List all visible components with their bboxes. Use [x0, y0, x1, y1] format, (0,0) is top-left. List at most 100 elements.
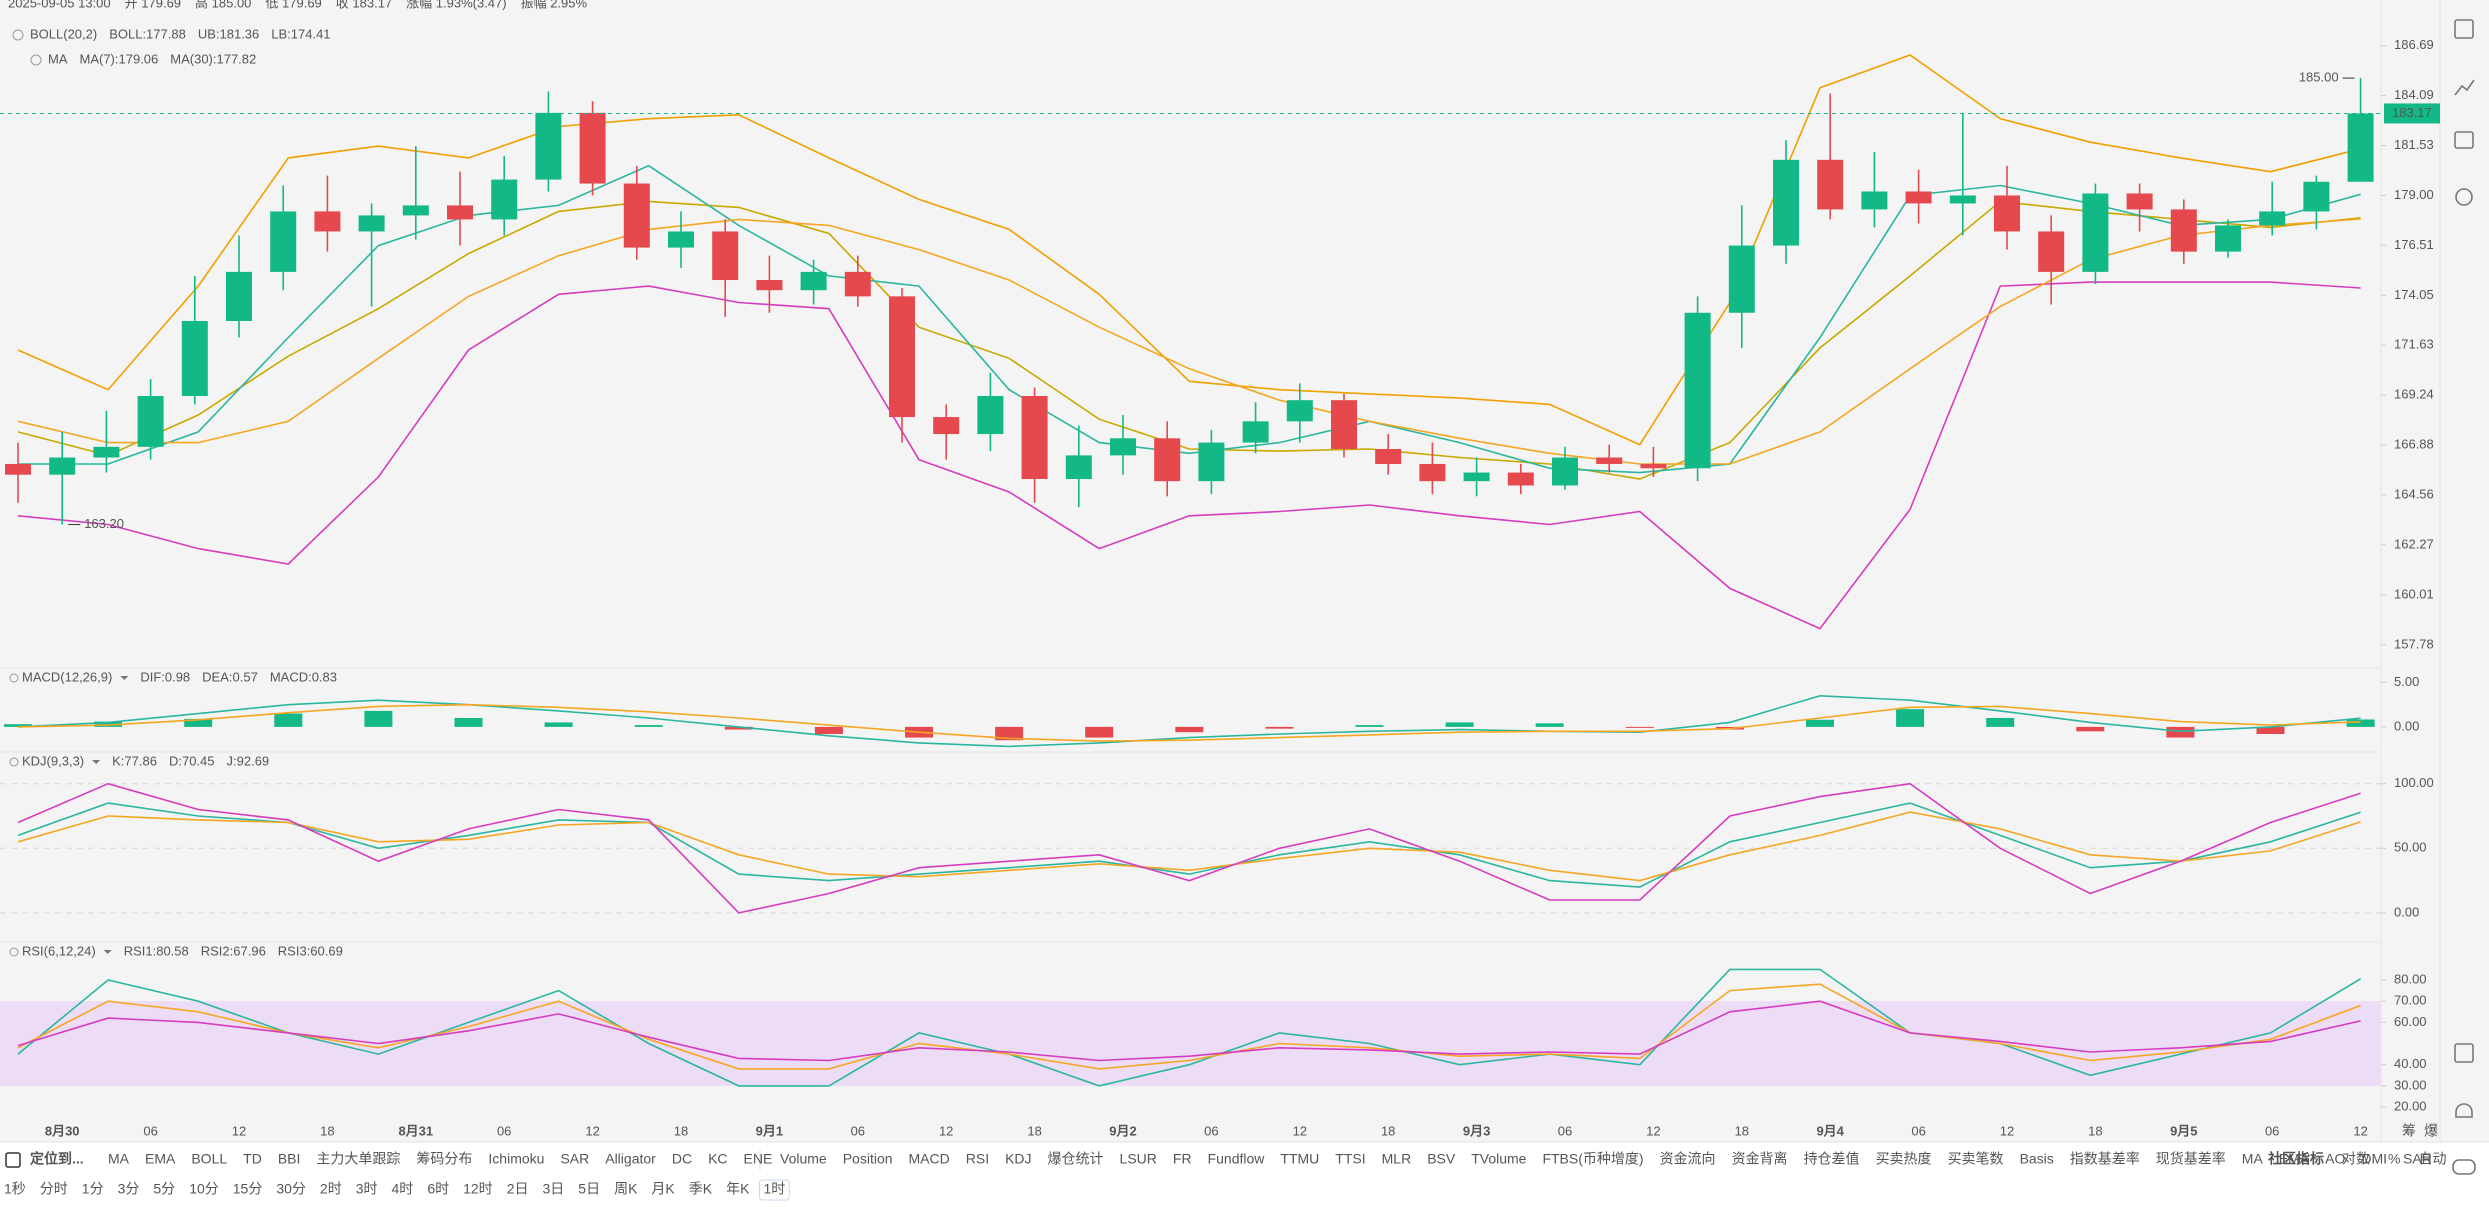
header-info: 2025-09-05 13:00	[8, 0, 111, 10]
timeframe-tab[interactable]: 2时	[320, 1181, 342, 1197]
timeframe-tab[interactable]: 12时	[463, 1181, 493, 1197]
indicator-tab[interactable]: LSUR	[1120, 1151, 1157, 1167]
sidebar-icon[interactable]	[2455, 188, 2473, 206]
indicator-tab[interactable]: 持仓差值	[1804, 1151, 1860, 1167]
indicator-tab[interactable]: TVolume	[1471, 1151, 1526, 1167]
sidebar-icon[interactable]	[2455, 1103, 2473, 1118]
indicator-tab[interactable]: 资金流向	[1660, 1151, 1716, 1167]
corner-label[interactable]: 筹	[2402, 1123, 2416, 1139]
sidebar-icon[interactable]	[2454, 1043, 2474, 1063]
timeframe-tab[interactable]: 分时	[40, 1181, 68, 1197]
setting-toggle[interactable]: %	[2388, 1151, 2400, 1167]
timeframe-tab[interactable]: 10分	[189, 1181, 219, 1197]
indicator-tab[interactable]: Ichimoku	[488, 1151, 544, 1167]
indicator-tab[interactable]: ENE	[744, 1151, 773, 1167]
x-tick-label: 18	[1027, 1123, 1041, 1138]
timeframe-tab[interactable]: 周K	[614, 1181, 638, 1197]
indicator-tab[interactable]: MA	[108, 1151, 130, 1167]
timeframe-tab[interactable]: 3日	[542, 1181, 564, 1197]
timeframe-tab[interactable]: 30分	[276, 1181, 306, 1197]
x-tick-label: 9月4	[1816, 1123, 1844, 1138]
indicator-tab[interactable]: 爆仓统计	[1048, 1151, 1104, 1167]
setting-toggle[interactable]: 对数	[2342, 1151, 2370, 1167]
timeframe-tab[interactable]: 季K	[689, 1181, 713, 1197]
setting-toggle[interactable]: 自动	[2418, 1151, 2446, 1167]
indicator-tab[interactable]: TTMU	[1280, 1151, 1319, 1167]
setting-toggle[interactable]: 社区指标	[2267, 1151, 2324, 1167]
timeframe-tab[interactable]: 2日	[507, 1181, 529, 1197]
timeframe-tab[interactable]: 年K	[726, 1181, 750, 1197]
macd-bar	[2256, 726, 2285, 734]
candle-body	[1552, 457, 1578, 486]
indicator-tab[interactable]: 指数基差率	[2070, 1151, 2140, 1167]
indicator-tab[interactable]: SAR	[560, 1151, 589, 1167]
macd-bar	[1265, 726, 1294, 729]
indicator-tab[interactable]: FTBS(币种增度)	[1542, 1151, 1643, 1167]
sidebar-icon[interactable]	[2454, 79, 2475, 96]
indicator-tab[interactable]: 主力大单跟踪	[316, 1151, 400, 1167]
locate-icon[interactable]	[5, 1152, 21, 1168]
timeframe-active-box	[758, 1179, 790, 1201]
legend-icon[interactable]	[9, 757, 19, 767]
timeframe-tab[interactable]: 3分	[118, 1181, 140, 1197]
indicator-tab[interactable]: BBI	[278, 1151, 301, 1167]
timeframe-tab[interactable]: 5分	[153, 1181, 175, 1197]
indicator-tab[interactable]: 买卖笔数	[1948, 1151, 2004, 1167]
indicator-tab[interactable]: 资金背离	[1732, 1151, 1788, 1167]
indicator-tab[interactable]: EMA	[2279, 1151, 2310, 1167]
x-tick-label: 9月2	[1109, 1123, 1136, 1138]
sidebar-icon[interactable]	[2454, 131, 2474, 149]
indicator-line	[17, 983, 2361, 1070]
legend-icon[interactable]	[12, 29, 24, 41]
timeframe-tab[interactable]: 3时	[356, 1181, 378, 1197]
indicator-tab[interactable]: 买卖热度	[1876, 1151, 1932, 1167]
indicator-tab[interactable]: Volume	[780, 1151, 827, 1167]
indicator-tab[interactable]: Alligator	[605, 1151, 656, 1167]
timeframe-tab[interactable]: 5日	[578, 1181, 600, 1197]
legend-caret[interactable]	[92, 760, 101, 764]
indicator-tab[interactable]: MACD	[909, 1151, 950, 1167]
timeframe-tab[interactable]: 15分	[233, 1181, 263, 1197]
indicator-tab[interactable]: Position	[843, 1151, 893, 1167]
indicator-tab[interactable]: EMA	[145, 1151, 176, 1167]
timeframe-tab[interactable]: 4时	[392, 1181, 414, 1197]
sidebar-icon[interactable]	[2452, 1159, 2476, 1175]
locate-button[interactable]: 定位到...	[30, 1151, 84, 1167]
legend-icon[interactable]	[30, 54, 42, 66]
macd-bar	[814, 726, 843, 734]
candle-body	[1905, 191, 1932, 204]
indicator-tab[interactable]: BOLL	[191, 1151, 227, 1167]
indicator-tab[interactable]: AO	[2325, 1151, 2345, 1167]
timeframe-tab[interactable]: 1时	[763, 1181, 785, 1197]
indicator-tab[interactable]: SAR	[2403, 1151, 2432, 1167]
legend-icon[interactable]	[9, 673, 19, 683]
timeframe-tab[interactable]: 6时	[427, 1181, 449, 1197]
timeframe-tab[interactable]: 1分	[82, 1181, 104, 1197]
legend-text: J:92.69	[227, 753, 270, 768]
indicator-tab[interactable]: TD	[243, 1151, 262, 1167]
legend-caret[interactable]	[120, 676, 129, 680]
legend-icon[interactable]	[9, 947, 19, 957]
indicator-tab[interactable]: BSV	[1427, 1151, 1456, 1167]
indicator-tab[interactable]: Fundflow	[1208, 1151, 1266, 1167]
indicator-tab[interactable]: FR	[1173, 1151, 1192, 1167]
timeframe-tab[interactable]: 月K	[651, 1181, 675, 1197]
legend-caret[interactable]	[103, 950, 112, 954]
indicator-tab[interactable]: RSI	[966, 1151, 989, 1167]
indicator-tab[interactable]: DMI	[2361, 1151, 2387, 1167]
indicator-tab[interactable]: KC	[708, 1151, 727, 1167]
indicator-tab[interactable]: Basis	[2020, 1151, 2054, 1167]
corner-label[interactable]: 爆	[2424, 1123, 2438, 1139]
candle-body	[2215, 225, 2241, 252]
candle-body	[49, 457, 76, 475]
indicator-tab[interactable]: KDJ	[1005, 1151, 1031, 1167]
indicator-tab[interactable]: TTSI	[1335, 1151, 1365, 1167]
candle-body	[1021, 395, 1048, 480]
indicator-tab[interactable]: DC	[672, 1151, 692, 1167]
indicator-tab[interactable]: 现货基差率	[2156, 1151, 2226, 1167]
timeframe-tab[interactable]: 1秒	[4, 1181, 26, 1197]
indicator-tab[interactable]: 筹码分布	[416, 1151, 472, 1167]
indicator-tab[interactable]: MA	[2242, 1151, 2264, 1167]
sidebar-icon[interactable]	[2454, 19, 2474, 39]
indicator-tab[interactable]: MLR	[1382, 1151, 1412, 1167]
